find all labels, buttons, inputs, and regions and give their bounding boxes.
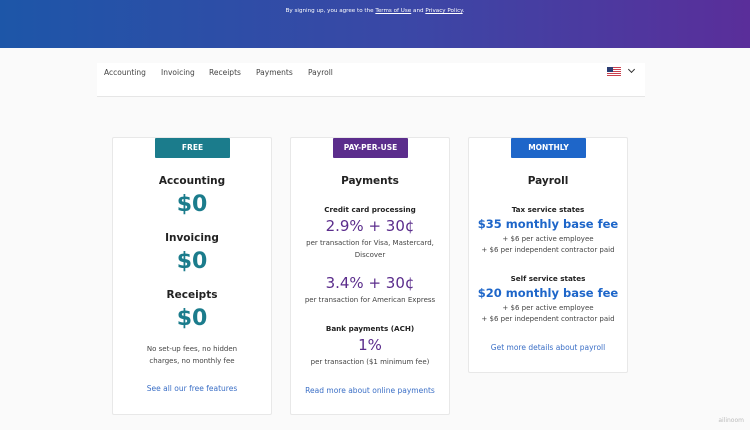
- terms-suffix: .: [462, 8, 465, 14]
- payroll-details-link[interactable]: Get more details about payroll: [490, 343, 606, 352]
- receipts-title: Receipts: [166, 289, 218, 301]
- pay-per-use-badge: PAY-PER-USE: [333, 138, 408, 158]
- cc-rate: 2.9% + 30¢: [325, 217, 415, 235]
- cc-desc: per transaction for Visa, Mastercard, Di…: [306, 239, 434, 259]
- self-label: Self service states: [510, 274, 586, 283]
- tax-label: Tax service states: [511, 205, 585, 214]
- free-plan-card: FREE Accounting $0 Invoicing $0 Receipts…: [112, 137, 272, 415]
- accounting-title: Accounting: [158, 175, 226, 187]
- watermark: ailinoom: [718, 417, 744, 424]
- invoicing-price: $0: [176, 249, 208, 274]
- nav-invoicing[interactable]: Invoicing: [161, 68, 195, 77]
- ach-rate: 1%: [358, 336, 382, 354]
- tax-fee: $35 monthly base fee: [477, 217, 619, 231]
- self-line-1: + $6 per active employee: [502, 304, 594, 312]
- payroll-title: Payroll: [527, 175, 569, 187]
- cc-label: Credit card processing: [324, 205, 416, 214]
- nav-accounting[interactable]: Accounting: [104, 68, 146, 77]
- free-note: No set-up fees, no hidden charges, no mo…: [146, 345, 238, 365]
- nav-receipts[interactable]: Receipts: [209, 68, 241, 77]
- free-badge: FREE: [155, 138, 230, 158]
- terms-prefix: By signing up, you agree to the: [285, 8, 376, 14]
- free-features-link[interactable]: See all our free features: [146, 384, 238, 393]
- accounting-price: $0: [176, 192, 208, 217]
- ach-desc: per transaction ($1 minimum fee): [310, 358, 430, 366]
- online-payments-link[interactable]: Read more about online payments: [305, 386, 435, 395]
- ach-label: Bank payments (ACH): [325, 324, 415, 333]
- amex-rate: 3.4% + 30¢: [325, 274, 415, 292]
- pay-per-use-card: PAY-PER-USE Payments Credit card process…: [290, 137, 450, 415]
- invoicing-title: Invoicing: [165, 232, 219, 244]
- nav-payments[interactable]: Payments: [256, 68, 293, 77]
- privacy-policy-link[interactable]: Privacy Policy: [425, 8, 463, 14]
- chevron-down-icon[interactable]: [627, 65, 636, 74]
- product-nav: Accounting Invoicing Receipts Payments P…: [97, 63, 645, 97]
- signup-banner: By signing up, you agree to the Terms of…: [0, 0, 750, 48]
- monthly-card: MONTHLY Payroll Tax service states $35 m…: [468, 137, 628, 373]
- self-line-2: + $6 per independent contractor paid: [481, 315, 615, 323]
- monthly-badge: MONTHLY: [511, 138, 586, 158]
- terms-notice: By signing up, you agree to the Terms of…: [0, 8, 750, 14]
- terms-of-use-link[interactable]: Terms of Use: [375, 8, 412, 14]
- terms-and: and: [411, 8, 426, 14]
- receipts-price: $0: [176, 306, 208, 331]
- payments-title: Payments: [341, 175, 399, 187]
- tax-line-1: + $6 per active employee: [502, 235, 594, 243]
- amex-desc: per transaction for American Express: [304, 296, 436, 304]
- us-flag-icon[interactable]: [607, 67, 621, 76]
- nav-payroll[interactable]: Payroll: [308, 68, 333, 77]
- self-fee: $20 monthly base fee: [477, 286, 619, 300]
- tax-line-2: + $6 per independent contractor paid: [481, 246, 615, 254]
